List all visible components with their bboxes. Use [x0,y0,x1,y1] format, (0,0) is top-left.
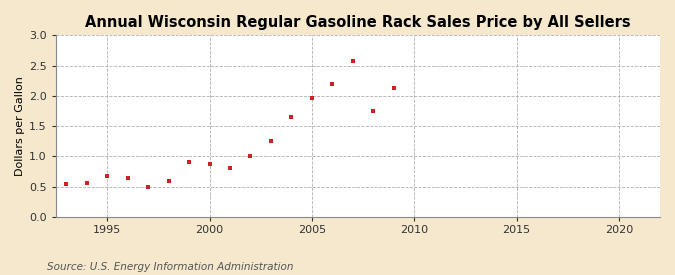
Title: Annual Wisconsin Regular Gasoline Rack Sales Price by All Sellers: Annual Wisconsin Regular Gasoline Rack S… [85,15,630,30]
Y-axis label: Dollars per Gallon: Dollars per Gallon [15,76,25,176]
Text: Source: U.S. Energy Information Administration: Source: U.S. Energy Information Administ… [47,262,294,272]
